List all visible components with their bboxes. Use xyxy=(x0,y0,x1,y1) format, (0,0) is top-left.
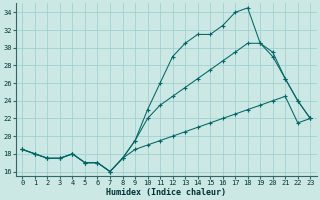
X-axis label: Humidex (Indice chaleur): Humidex (Indice chaleur) xyxy=(106,188,226,197)
